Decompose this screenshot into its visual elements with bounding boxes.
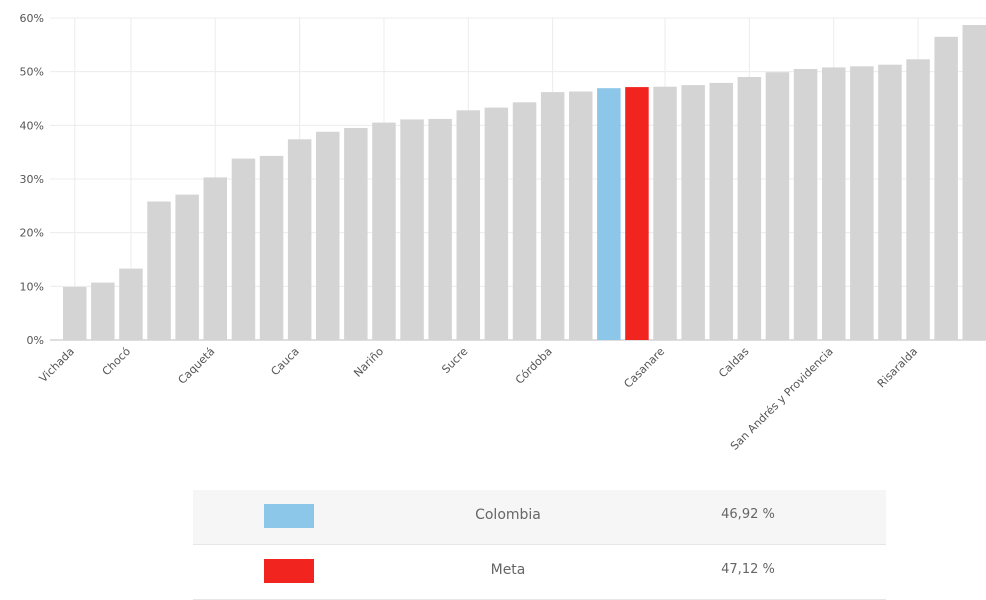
bars	[63, 25, 986, 340]
legend-swatch-colombia	[264, 504, 314, 528]
bar	[119, 269, 143, 340]
x-tick-label: Caldas	[716, 345, 751, 380]
bar	[232, 159, 256, 340]
legend-name-colombia: Colombia	[423, 507, 593, 523]
legend-value-meta: 47,12 %	[693, 562, 803, 577]
x-tick-label: Casanare	[621, 345, 667, 391]
x-tick-label: Nariño	[351, 345, 386, 380]
y-tick-label: 30%	[20, 173, 44, 186]
x-tick-label: Chocó	[100, 345, 134, 379]
bar	[513, 102, 537, 340]
bar	[710, 83, 734, 340]
bar	[457, 110, 481, 340]
bar	[906, 59, 930, 340]
bar	[147, 202, 171, 341]
x-tick-label: Vichada	[37, 345, 77, 385]
bar	[428, 119, 452, 340]
bar	[850, 66, 874, 340]
x-tick-label: Risaralda	[875, 345, 920, 390]
bar	[260, 156, 284, 340]
bar	[597, 88, 621, 340]
bar	[204, 177, 228, 340]
bar	[625, 87, 649, 340]
bar	[878, 65, 902, 340]
bar	[344, 128, 368, 340]
x-tick-label: Sucre	[439, 345, 470, 376]
bar	[766, 72, 790, 340]
bar	[175, 195, 199, 340]
legend-name-meta: Meta	[423, 562, 593, 578]
x-axis: Vichada Chocó Caquetá Cauca Nariño Sucre Córdo…	[37, 345, 920, 453]
legend-table: Colombia 46,92 % Meta 47,12 %	[193, 490, 886, 600]
bar	[738, 77, 762, 340]
y-tick-label: 0%	[27, 334, 44, 347]
bar	[963, 25, 986, 340]
bar	[400, 119, 424, 340]
y-tick-label: 50%	[20, 66, 44, 79]
bar	[288, 139, 312, 340]
bar	[569, 92, 593, 341]
y-tick-label: 10%	[20, 280, 44, 293]
bar	[91, 283, 115, 340]
bar	[681, 85, 705, 340]
bar	[794, 69, 818, 340]
x-tick-label: Caquetá	[176, 345, 218, 387]
legend-value-colombia: 46,92 %	[693, 507, 803, 522]
legend-swatch-meta	[264, 559, 314, 583]
y-tick-label: 40%	[20, 119, 44, 132]
bar	[63, 287, 87, 340]
bar	[653, 87, 677, 340]
bar	[822, 67, 846, 340]
bar	[372, 123, 396, 340]
legend-row-meta: Meta 47,12 %	[193, 545, 886, 600]
bar	[541, 92, 565, 340]
legend-row-colombia: Colombia 46,92 %	[193, 490, 886, 545]
y-tick-label: 20%	[20, 227, 44, 240]
bar	[316, 132, 340, 340]
x-tick-label: Córdoba	[513, 345, 555, 387]
bar-chart: 0% 10% 20% 30% 40% 50% 60% Vichada Chocó Caquetá…	[0, 0, 986, 490]
y-tick-label: 60%	[20, 12, 44, 25]
bar	[934, 37, 958, 340]
x-tick-label: Cauca	[268, 345, 301, 378]
y-axis: 0% 10% 20% 30% 40% 50% 60%	[20, 12, 44, 347]
bar	[485, 108, 509, 340]
